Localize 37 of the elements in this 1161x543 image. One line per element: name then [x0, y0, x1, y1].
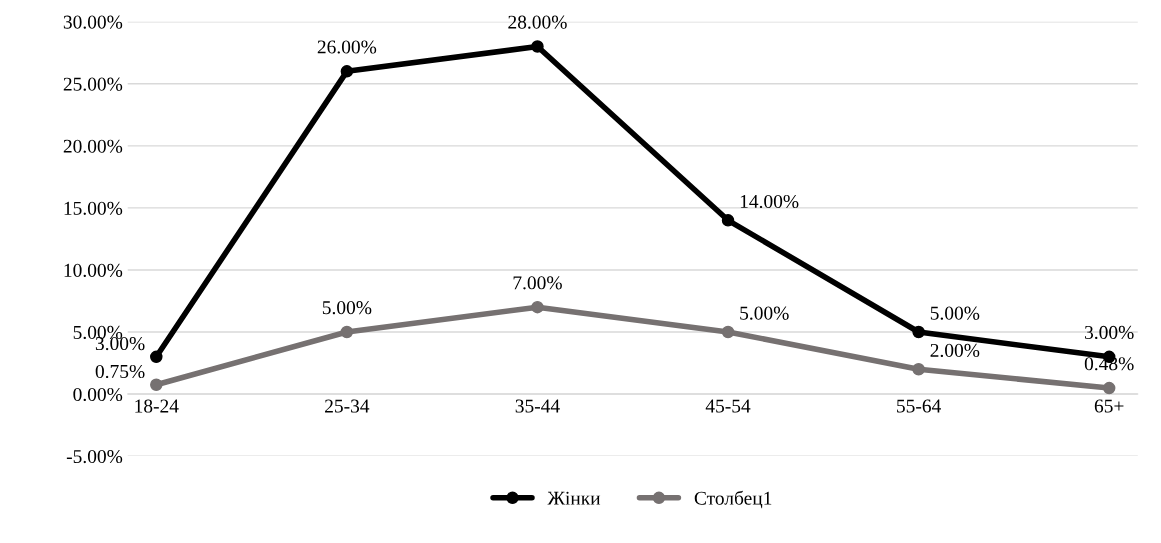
data-label: 14.00% [740, 194, 799, 209]
y-tick-label: 30.00% [63, 15, 123, 29]
legend-label: Столбец1 [694, 490, 772, 509]
data-label: 5.00% [740, 306, 789, 320]
point [912, 362, 925, 376]
y-tick-label: 0.00% [73, 387, 123, 402]
x-tick-label: 45-54 [705, 399, 751, 413]
point [340, 325, 354, 339]
y-tick-label: 10.00% [64, 263, 123, 277]
point [150, 350, 163, 364]
point [150, 378, 163, 392]
point [721, 325, 735, 339]
data-label: 3.00% [95, 336, 145, 351]
y-tick-label: -5.00% [66, 449, 123, 464]
data-label: 7.00% [513, 276, 562, 290]
point [531, 300, 544, 314]
point [912, 325, 925, 339]
x-tick-label: 65+ [1094, 399, 1124, 413]
point [531, 40, 544, 53]
legend-label: Жінки [547, 491, 601, 505]
data-label: 0.75% [95, 364, 145, 379]
point [1102, 381, 1116, 395]
data-label: 3.00% [1085, 325, 1134, 340]
data-label: 2.00% [930, 343, 980, 358]
point [340, 65, 354, 78]
data-label: 5.00% [322, 301, 372, 315]
y-tick-label: 25.00% [63, 77, 123, 91]
data-label: 5.00% [930, 306, 980, 320]
x-tick-label: 18-24 [135, 399, 179, 413]
x-tick-label: 55-64 [897, 399, 941, 413]
point [721, 214, 735, 227]
data-label: 28.00% [508, 15, 567, 29]
y-tick-label: 15.00% [64, 201, 123, 215]
data-label: 26.00% [317, 40, 377, 54]
x-tick-label: 35-44 [515, 399, 560, 413]
x-tick-label: 25-34 [325, 399, 370, 413]
y-tick-label: 20.00% [63, 139, 123, 153]
